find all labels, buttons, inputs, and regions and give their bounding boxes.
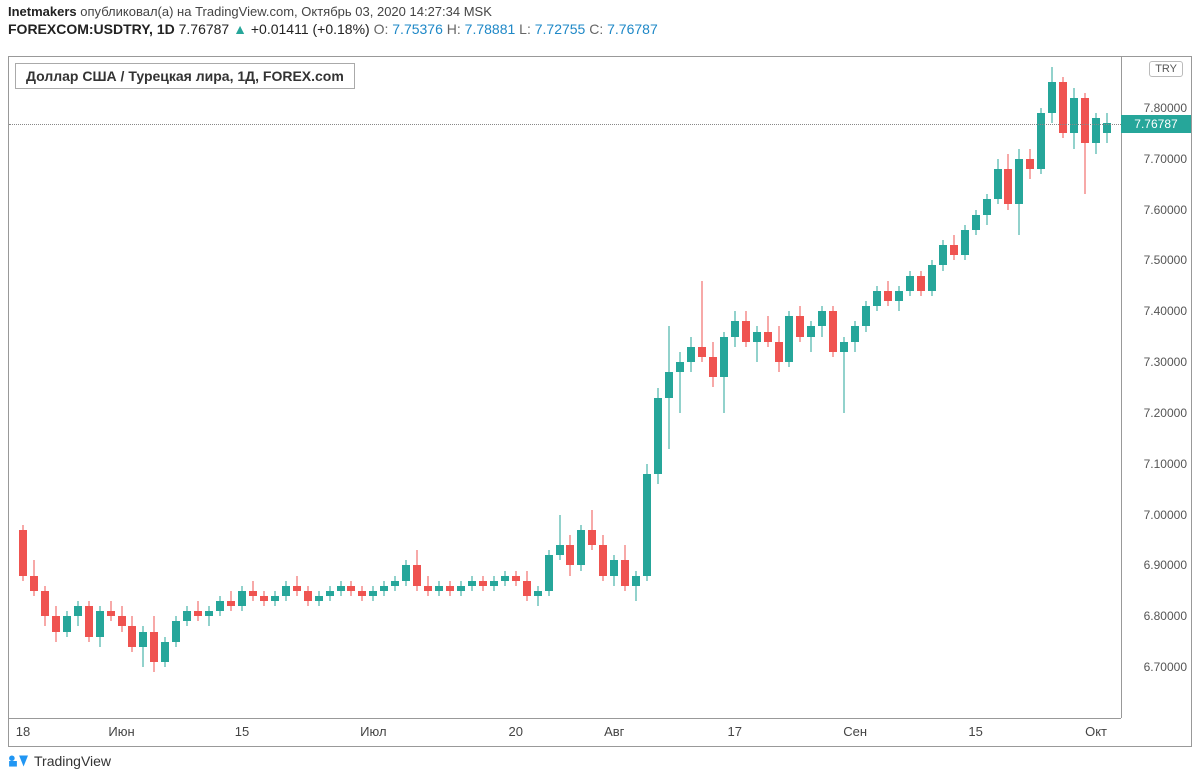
x-tick-label: Окт [1085, 724, 1107, 739]
last-price: 7.76787 [179, 21, 230, 37]
y-tick-label: 7.20000 [1144, 406, 1187, 420]
symbol-ohlc-line: FOREXCOM:USDTRY, 1D 7.76787 ▲ +0.01411 (… [8, 21, 1192, 37]
close-value: 7.76787 [607, 21, 658, 37]
x-tick-label: Июн [108, 724, 134, 739]
x-tick-label: 15 [968, 724, 982, 739]
current-price-line [9, 124, 1121, 125]
author-name: Inetmakers [8, 4, 77, 19]
x-axis: 18 Июн 15 Июл 20 Авг 17 Сен 15 Окт [9, 718, 1121, 746]
x-tick-label: Авг [604, 724, 624, 739]
symbol: FOREXCOM:USDTRY, 1D [8, 21, 175, 37]
chart-plot-area[interactable] [9, 57, 1121, 718]
low-label: L: [519, 21, 531, 37]
chart-container[interactable]: Доллар США / Турецкая лира, 1Д, FOREX.co… [8, 56, 1192, 747]
y-axis: 6.70000 6.80000 6.90000 7.00000 7.10000 7.200… [1121, 57, 1191, 718]
y-tick-label: 7.10000 [1144, 457, 1187, 471]
y-tick-label: 7.50000 [1144, 253, 1187, 267]
current-price-tag: 7.76787 [1121, 115, 1191, 133]
y-tick-label: 6.90000 [1144, 558, 1187, 572]
y-tick-label: 7.30000 [1144, 355, 1187, 369]
change-pct: (+0.18%) [313, 21, 370, 37]
footer: TradingView [8, 753, 111, 769]
high-label: H: [447, 21, 461, 37]
y-tick-label: 7.40000 [1144, 304, 1187, 318]
y-tick-label: 6.80000 [1144, 609, 1187, 623]
tradingview-logo-icon [8, 754, 28, 768]
change-arrow-icon: ▲ [233, 21, 247, 37]
open-label: O: [374, 21, 389, 37]
y-tick-label: 7.00000 [1144, 508, 1187, 522]
x-tick-label: Сен [843, 724, 867, 739]
currency-badge: TRY [1149, 61, 1183, 77]
publish-text: опубликовал(а) на TradingView.com, Октяб… [80, 4, 492, 19]
chart-title: Доллар США / Турецкая лира, 1Д, FOREX.co… [15, 63, 355, 89]
y-tick-label: 7.60000 [1144, 203, 1187, 217]
x-tick-label: 18 [16, 724, 30, 739]
brand-name: TradingView [34, 753, 111, 769]
x-tick-label: Июл [360, 724, 386, 739]
low-value: 7.72755 [535, 21, 586, 37]
high-value: 7.78881 [465, 21, 516, 37]
change-abs: +0.01411 [251, 21, 309, 37]
y-tick-label: 7.80000 [1144, 101, 1187, 115]
close-label: C: [589, 21, 603, 37]
x-tick-label: 15 [235, 724, 249, 739]
x-tick-label: 20 [508, 724, 522, 739]
chart-header: Inetmakers опубликовал(а) на TradingView… [0, 0, 1200, 37]
y-tick-label: 7.70000 [1144, 152, 1187, 166]
x-tick-label: 17 [727, 724, 741, 739]
y-tick-label: 6.70000 [1144, 660, 1187, 674]
publish-info: Inetmakers опубликовал(а) на TradingView… [8, 4, 1192, 19]
open-value: 7.75376 [392, 21, 443, 37]
